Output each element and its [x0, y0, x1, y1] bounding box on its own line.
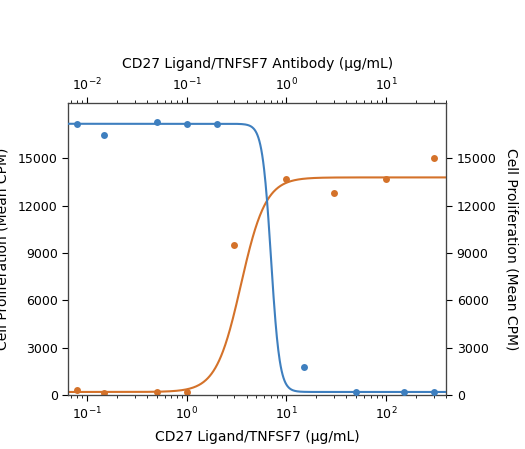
- X-axis label: CD27 Ligand/TNFSF7 (µg/mL): CD27 Ligand/TNFSF7 (µg/mL): [155, 431, 360, 445]
- Y-axis label: Cell Proliferation (Mean CPM): Cell Proliferation (Mean CPM): [0, 148, 9, 350]
- Y-axis label: Cell Proliferation (Mean CPM): Cell Proliferation (Mean CPM): [505, 148, 519, 350]
- X-axis label: CD27 Ligand/TNFSF7 Antibody (µg/mL): CD27 Ligand/TNFSF7 Antibody (µg/mL): [122, 57, 393, 71]
